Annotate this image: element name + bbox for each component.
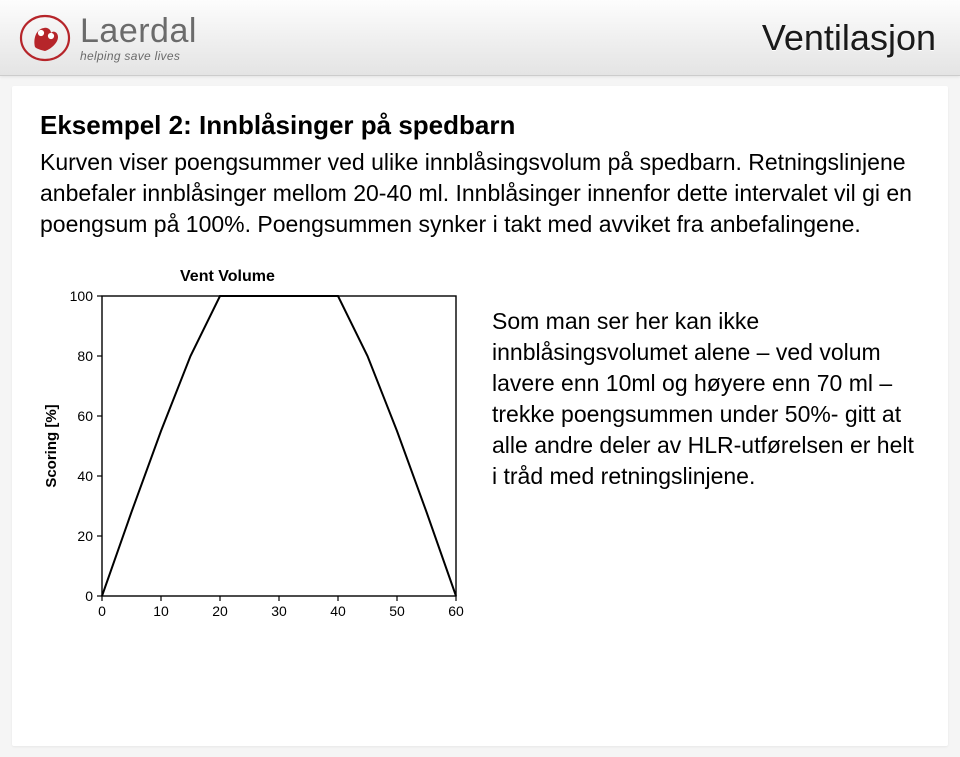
svg-text:Scoring [%]: Scoring [%] [43,404,60,487]
logo-block: Laerdal helping save lives [18,13,197,63]
content-panel: Eksempel 2: Innblåsinger på spedbarn Kur… [12,86,948,746]
laerdal-logo-icon [18,13,72,63]
svg-text:20: 20 [212,603,228,619]
header-bar: Laerdal helping save lives Ventilasjon [0,0,960,76]
svg-text:30: 30 [271,603,287,619]
brand-name: Laerdal [80,14,197,48]
svg-text:40: 40 [77,468,93,484]
vent-volume-chart: 0 20 40 60 80 100 0 10 20 30 40 50 60 Scoring [%] [40,290,470,630]
page-title: Ventilasjon [762,17,936,59]
svg-text:0: 0 [98,603,106,619]
svg-text:40: 40 [330,603,346,619]
chart-container: Vent Volume 0 20 40 60 80 100 0 10 20 30 40 50 60 Sco… [40,268,470,635]
svg-text:0: 0 [85,588,93,604]
svg-text:60: 60 [77,408,93,424]
lower-row: Vent Volume 0 20 40 60 80 100 0 10 20 30 40 50 60 Sco… [40,268,920,635]
svg-text:50: 50 [389,603,405,619]
brand-tagline: helping save lives [80,50,197,62]
svg-text:20: 20 [77,528,93,544]
svg-text:100: 100 [70,290,94,304]
chart-title: Vent Volume [180,268,470,286]
svg-text:60: 60 [448,603,464,619]
side-paragraph: Som man ser her kan ikke innblåsingsvolu… [492,268,920,492]
logo-text: Laerdal helping save lives [80,14,197,62]
example-title: Eksempel 2: Innblåsinger på spedbarn [40,110,920,141]
intro-paragraph: Kurven viser poengsummer ved ulike innbl… [40,147,920,240]
svg-text:80: 80 [77,348,93,364]
svg-text:10: 10 [153,603,169,619]
